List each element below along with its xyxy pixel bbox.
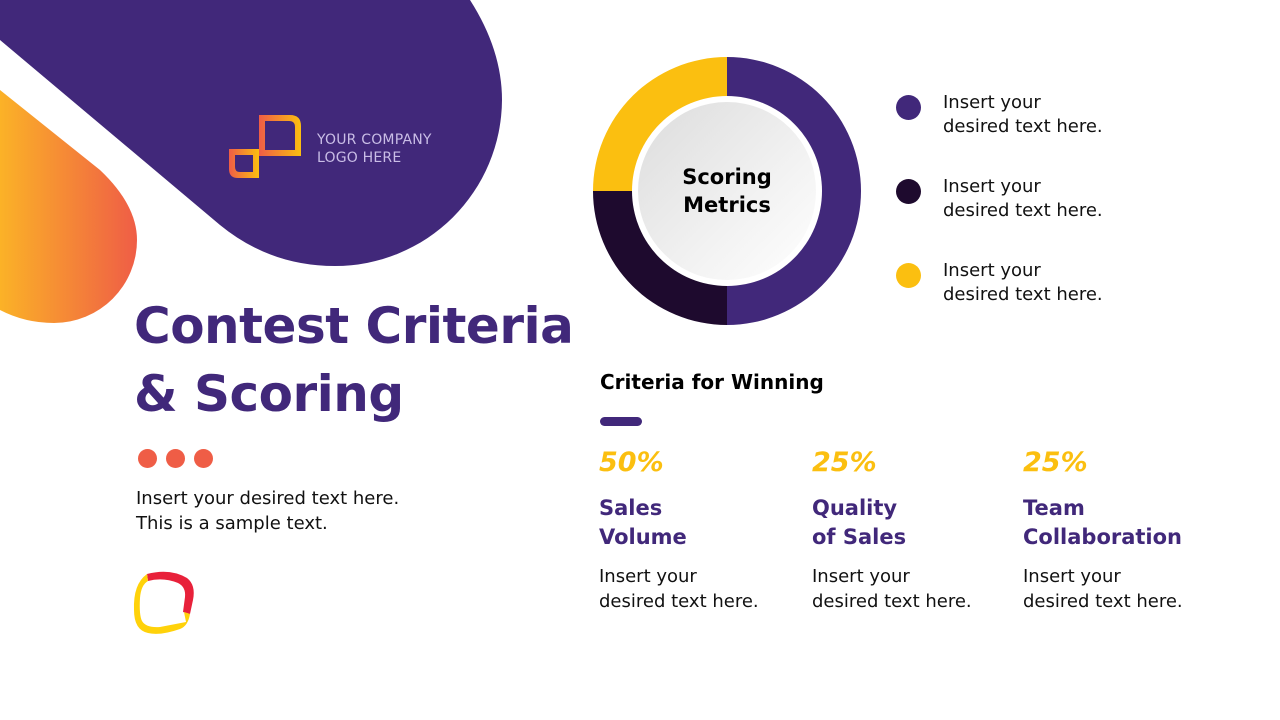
legend-dot-icon: [896, 263, 921, 288]
orange-blob-shape: [0, 90, 137, 323]
legend-line2: desired text here.: [943, 200, 1103, 221]
legend-item: Insert your desired text here.: [896, 176, 1103, 223]
donut-center-label: Scoring Metrics: [638, 102, 816, 280]
center-line2: Metrics: [683, 193, 771, 217]
criteria-desc: Insert your desired text here.: [1023, 564, 1223, 614]
logo-text-line1: YOUR COMPANY: [317, 132, 432, 148]
criteria-desc: Insert your desired text here.: [599, 564, 799, 614]
criteria-name: Team Collaboration: [1023, 494, 1223, 552]
legend-line1: Insert your: [943, 92, 1041, 113]
decorative-dots: [138, 449, 213, 468]
segment-sales-volume: [727, 57, 861, 325]
criteria-item: 25% Team Collaboration Insert your desir…: [1023, 446, 1223, 614]
heading-underline-bar: [600, 417, 642, 426]
criteria-desc-line1: Insert your: [1023, 566, 1121, 587]
criteria-name: Quality of Sales: [812, 494, 1012, 552]
criteria-heading: Criteria for Winning: [600, 370, 824, 394]
scoring-donut-chart: Scoring Metrics: [593, 57, 861, 325]
title-line2: & Scoring: [134, 365, 404, 423]
intro-line1: Insert your desired text here.: [136, 488, 400, 509]
purple-blob-shape: [0, 0, 502, 266]
criteria-item: 50% Sales Volume Insert your desired tex…: [599, 446, 799, 614]
legend-line2: desired text here.: [943, 284, 1103, 305]
segment-team: [593, 57, 727, 191]
company-logo-text: YOUR COMPANY LOGO HERE: [317, 131, 432, 167]
logo-text-line2: LOGO HERE: [317, 150, 402, 166]
criteria-name-line1: Team: [1023, 496, 1085, 520]
criteria-desc: Insert your desired text here.: [812, 564, 1012, 614]
dot-icon: [166, 449, 185, 468]
segment-quality: [593, 191, 727, 325]
legend-line2: desired text here.: [943, 116, 1103, 137]
donut-ring: [593, 57, 861, 325]
criteria-desc-line2: desired text here.: [1023, 591, 1183, 612]
page-title: Contest Criteria & Scoring: [134, 292, 574, 428]
criteria-percent: 50%: [599, 447, 664, 478]
criteria-item: 25% Quality of Sales Insert your desired…: [812, 446, 1012, 614]
dot-icon: [194, 449, 213, 468]
criteria-desc-line2: desired text here.: [599, 591, 759, 612]
criteria-name-line1: Sales: [599, 496, 663, 520]
criteria-name-line2: of Sales: [812, 525, 907, 549]
intro-line2: This is a sample text.: [136, 513, 328, 534]
legend-line1: Insert your: [943, 260, 1041, 281]
legend-item: Insert your desired text here.: [896, 92, 1103, 139]
center-line1: Scoring: [682, 165, 772, 189]
legend-line1: Insert your: [943, 176, 1041, 197]
legend-dot-icon: [896, 179, 921, 204]
legend-dot-icon: [896, 95, 921, 120]
criteria-name-line1: Quality: [812, 496, 898, 520]
criteria-name-line2: Collaboration: [1023, 525, 1183, 549]
criteria-desc-line1: Insert your: [599, 566, 697, 587]
intro-text: Insert your desired text here. This is a…: [136, 486, 399, 536]
criteria-name-line2: Volume: [599, 525, 687, 549]
criteria-percent: 25%: [812, 447, 877, 478]
criteria-percent: 25%: [1023, 447, 1088, 478]
criteria-name: Sales Volume: [599, 494, 799, 552]
company-logo-icon: [229, 115, 301, 178]
legend-item: Insert your desired text here.: [896, 260, 1103, 307]
criteria-desc-line1: Insert your: [812, 566, 910, 587]
dot-icon: [138, 449, 157, 468]
brand-mark-icon: [133, 571, 194, 634]
title-line1: Contest Criteria: [134, 297, 574, 355]
criteria-desc-line2: desired text here.: [812, 591, 972, 612]
